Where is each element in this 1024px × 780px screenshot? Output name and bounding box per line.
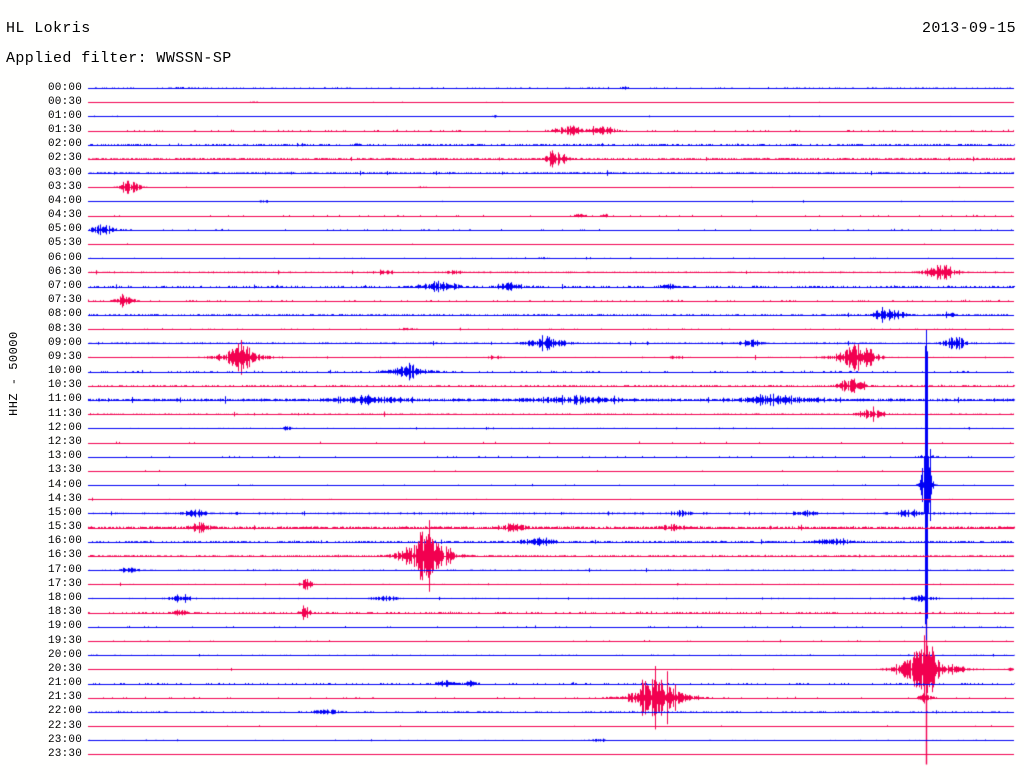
time-label-0230: 02:30: [47, 152, 82, 165]
record-date: 2013-09-15: [921, 20, 1016, 37]
time-label-1300: 13:00: [47, 450, 82, 463]
seismogram-traces-canvas: [0, 78, 1024, 778]
time-label-0930: 09:30: [47, 350, 82, 363]
time-label-0700: 07:00: [47, 280, 82, 293]
time-label-2000: 20:00: [47, 648, 82, 661]
time-label-0530: 05:30: [47, 237, 82, 250]
time-label-2100: 21:00: [47, 677, 82, 690]
time-label-0400: 04:00: [47, 194, 82, 207]
time-label-2330: 23:30: [47, 747, 82, 760]
time-label-1600: 16:00: [47, 535, 82, 548]
time-label-1900: 19:00: [47, 620, 82, 633]
time-label-1430: 14:30: [47, 492, 82, 505]
time-label-2200: 22:00: [47, 705, 82, 718]
time-label-1500: 15:00: [47, 506, 82, 519]
time-label-0200: 02:00: [47, 138, 82, 151]
time-label-1230: 12:30: [47, 436, 82, 448]
time-label-1630: 16:30: [47, 549, 82, 562]
time-label-0630: 06:30: [47, 265, 82, 278]
time-label-0730: 07:30: [47, 294, 82, 307]
time-label-0000: 00:00: [47, 81, 82, 94]
time-label-0330: 03:30: [47, 180, 82, 193]
time-label-0100: 01:00: [47, 109, 82, 122]
time-label-0300: 03:00: [47, 166, 82, 179]
time-label-2130: 21:30: [47, 691, 82, 704]
time-label-0800: 08:00: [47, 308, 82, 321]
time-label-0430: 04:30: [47, 209, 82, 222]
time-label-0500: 05:00: [47, 223, 82, 236]
time-label-0600: 06:00: [47, 251, 82, 264]
time-label-1800: 18:00: [47, 591, 82, 604]
time-label-1030: 10:30: [47, 379, 82, 392]
time-label-0130: 01:30: [47, 124, 82, 137]
time-label-1830: 18:30: [47, 606, 82, 619]
time-label-1530: 15:30: [47, 521, 82, 534]
time-label-1130: 11:30: [47, 407, 82, 420]
time-label-1100: 11:00: [47, 393, 82, 406]
time-label-1730: 17:30: [47, 577, 82, 590]
time-label-1200: 12:00: [47, 421, 82, 434]
station-title: HL Lokris: [6, 20, 91, 37]
time-label-0900: 09:00: [47, 336, 82, 349]
time-label-2300: 23:00: [47, 733, 82, 746]
time-label-1930: 19:30: [47, 634, 82, 647]
time-label-1000: 10:00: [47, 365, 82, 378]
time-label-1400: 14:00: [47, 478, 82, 491]
seismogram-plot-area: 00:00 00:30 01:00 01:30 02:00 02:30 03:00 03:30…: [0, 78, 1024, 778]
applied-filter-label: Applied filter: WWSSN-SP: [6, 50, 232, 67]
time-label-2030: 20:30: [47, 662, 82, 675]
time-label-1700: 17:00: [47, 563, 82, 576]
time-label-2230: 22:30: [47, 719, 82, 732]
time-label-0030: 00:30: [47, 95, 82, 108]
time-label-0830: 08:30: [47, 322, 82, 335]
time-label-1330: 13:30: [47, 464, 82, 477]
